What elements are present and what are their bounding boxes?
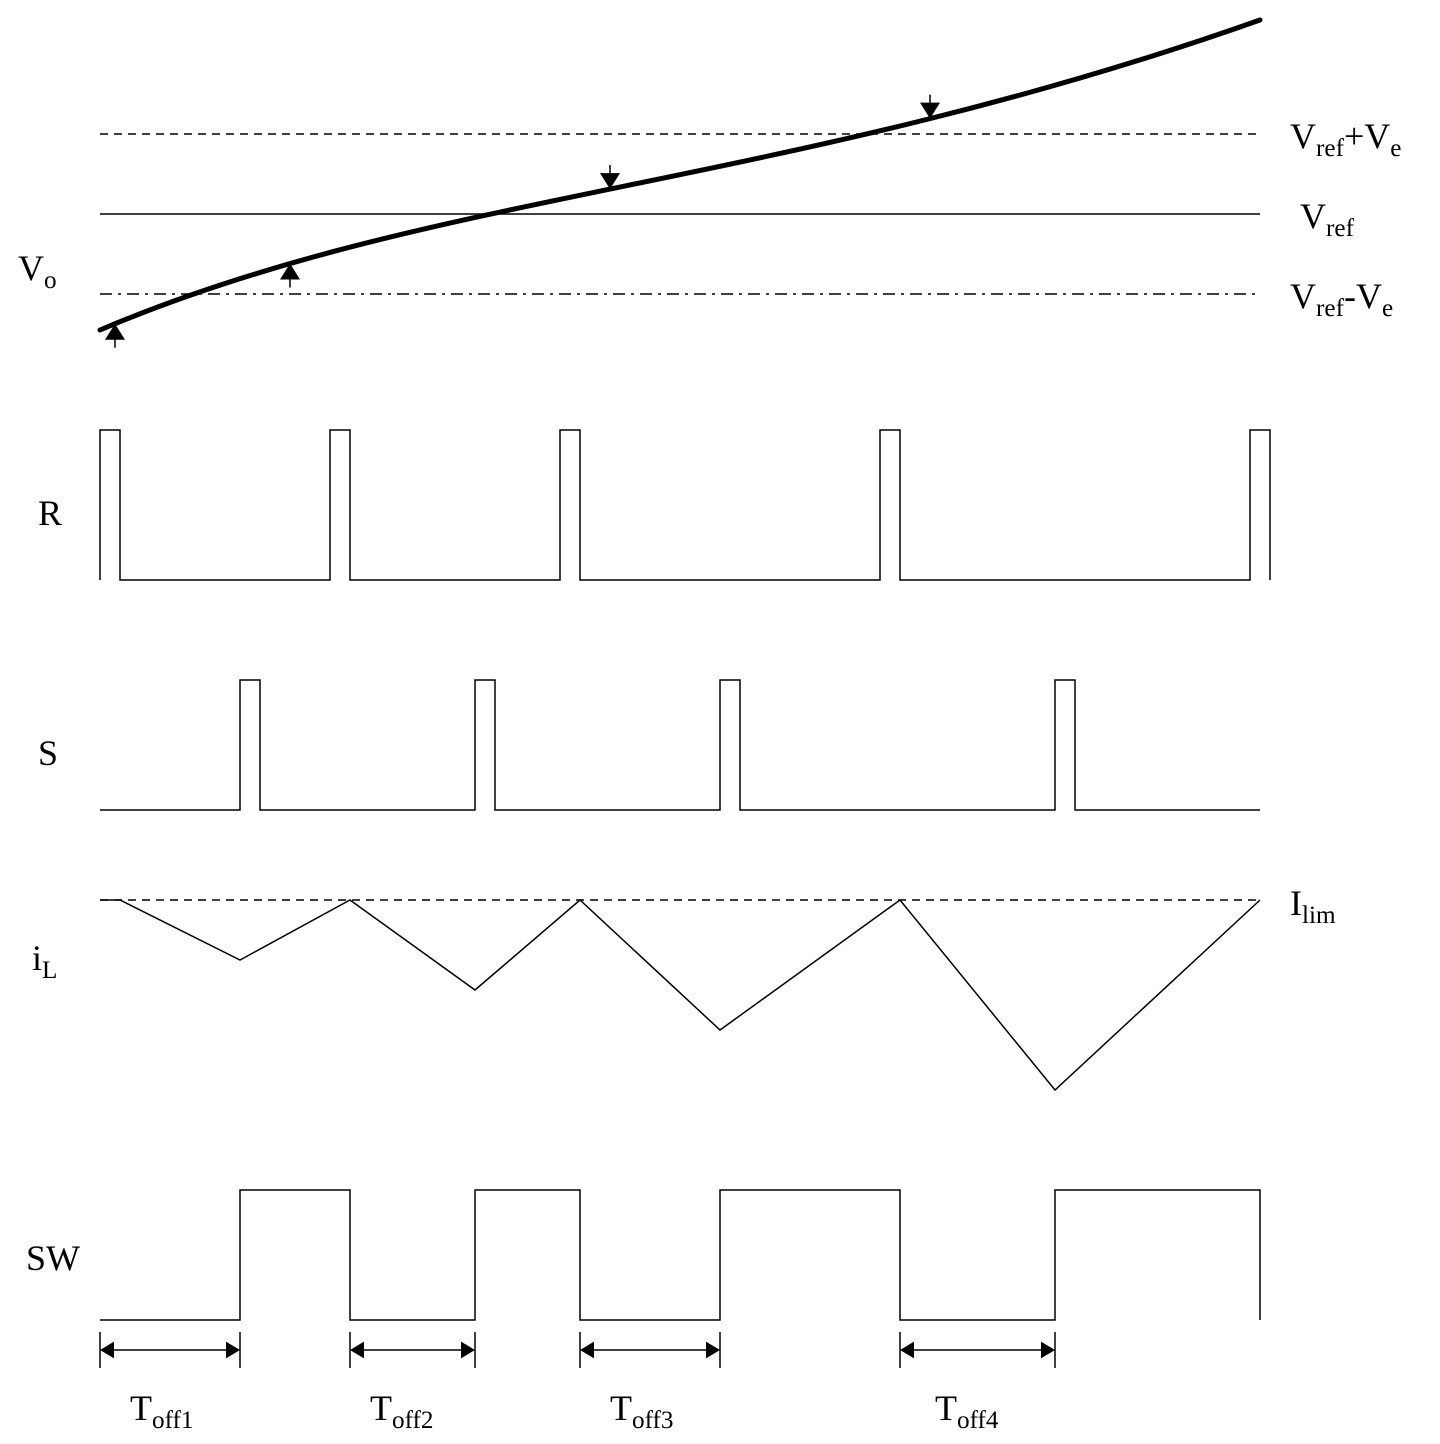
label-vref: Vref bbox=[1300, 198, 1354, 234]
label-il: iL bbox=[32, 940, 57, 976]
label-toff4: Toff4 bbox=[935, 1390, 999, 1426]
label-vo: Vo bbox=[18, 250, 57, 286]
label-toff3: Toff3 bbox=[610, 1390, 674, 1426]
timing-diagram: Vo Vref+Ve Vref Vref-Ve R S iL Ilim SW T… bbox=[0, 0, 1440, 1444]
label-toff1: Toff1 bbox=[130, 1390, 194, 1426]
label-sw: SW bbox=[26, 1240, 80, 1276]
label-vref-minus: Vref-Ve bbox=[1290, 278, 1393, 314]
label-toff2: Toff2 bbox=[370, 1390, 434, 1426]
label-r: R bbox=[38, 495, 62, 531]
label-ilim: Ilim bbox=[1290, 885, 1336, 921]
label-s: S bbox=[38, 735, 58, 771]
label-vref-plus: Vref+Ve bbox=[1290, 118, 1401, 154]
diagram-svg bbox=[0, 0, 1440, 1444]
